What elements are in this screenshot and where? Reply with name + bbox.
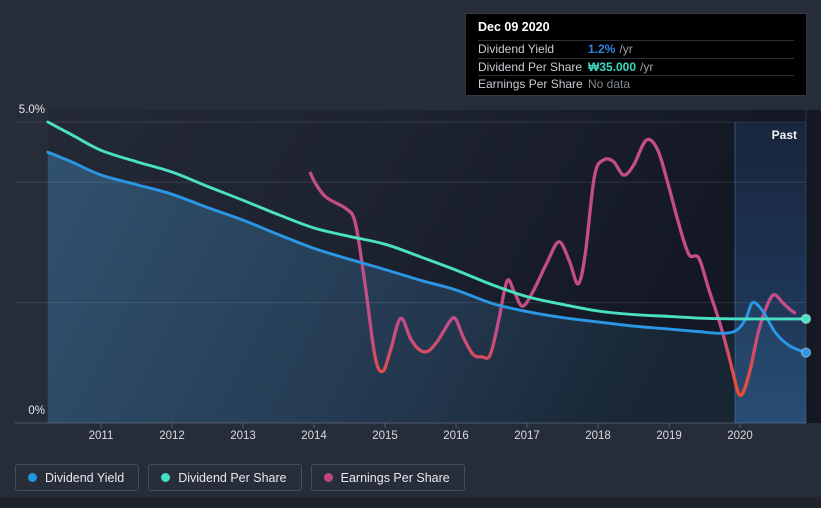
chart-legend: Dividend Yield Dividend Per Share Earnin… [15, 464, 465, 491]
tooltip-date: Dec 09 2020 [478, 20, 550, 34]
dividend-per-share-dot-icon [161, 473, 171, 482]
tooltip-unit: /yr [640, 59, 654, 74]
legend-label: Earnings Per Share [340, 470, 450, 485]
legend-item-earnings-per-share[interactable]: Earnings Per Share [310, 464, 465, 491]
tooltip-value: 1.2% [588, 42, 616, 57]
bottom-edge-strip [0, 497, 821, 508]
tooltip-row-dividend-yield: Dividend Yield 1.2% /yr [478, 40, 794, 58]
series-line-dividend-yield [46, 150, 808, 355]
legend-label: Dividend Per Share [178, 470, 287, 485]
hover-tooltip: Dec 09 2020 Dividend Yield 1.2% /yr Divi… [466, 14, 806, 95]
dividend-yield-area-fill [47, 152, 806, 423]
past-region-band [735, 122, 806, 423]
series-line-earnings-per-share [308, 137, 797, 398]
tooltip-row-earnings-per-share: Earnings Per Share No data [478, 75, 794, 93]
tooltip-label: Dividend Per Share [478, 59, 583, 74]
tooltip-unit: /yr [619, 42, 633, 57]
tooltip-row-dividend-per-share: Dividend Per Share ₩35.000 /yr [478, 57, 794, 76]
tooltip-value: No data [588, 77, 631, 92]
tooltip-value: ₩35.000 [588, 59, 637, 74]
legend-item-dividend-yield[interactable]: Dividend Yield [15, 464, 140, 491]
legend-label: Dividend Yield [45, 470, 125, 485]
earnings-per-share-dot-icon [323, 473, 333, 482]
series-line-dividend-per-share [46, 120, 808, 321]
current-value-dot-dividend-yield [800, 347, 812, 358]
tooltip-label: Dividend Yield [478, 42, 555, 57]
legend-item-dividend-per-share[interactable]: Dividend Per Share [148, 464, 302, 491]
current-value-dot-dividend-per-share [800, 313, 812, 325]
tooltip-label: Earnings Per Share [478, 77, 583, 92]
dividend-yield-dot-icon [28, 473, 37, 482]
